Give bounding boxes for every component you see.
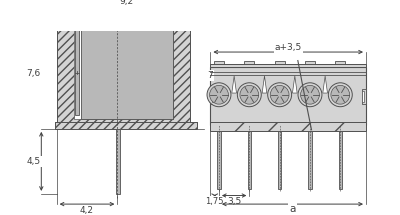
Bar (308, 132, 312, 189)
Bar (76, 30, 79, 115)
Circle shape (331, 85, 350, 104)
Bar (274, 61, 285, 68)
Text: a+3,5: a+3,5 (274, 43, 302, 52)
Bar (210, 89, 215, 104)
Circle shape (237, 83, 261, 107)
Bar (80, 26, 173, 119)
Text: 9,2: 9,2 (120, 0, 134, 6)
Circle shape (210, 85, 228, 104)
Bar (55, 122, 197, 129)
Circle shape (300, 85, 319, 104)
Text: 4,5: 4,5 (26, 157, 41, 166)
Bar (116, 129, 120, 194)
Polygon shape (292, 76, 297, 93)
Circle shape (298, 83, 322, 107)
Bar (214, 61, 224, 68)
Polygon shape (262, 76, 267, 93)
Text: 1,75: 1,75 (206, 197, 224, 206)
Circle shape (270, 85, 289, 104)
Bar (362, 91, 364, 101)
Circle shape (328, 83, 352, 107)
Bar (210, 64, 366, 68)
Bar (210, 122, 366, 132)
Text: 3,5: 3,5 (227, 197, 241, 206)
Text: 4,2: 4,2 (80, 206, 94, 215)
Bar (244, 61, 254, 68)
Polygon shape (232, 76, 236, 93)
Bar (305, 61, 315, 68)
Circle shape (268, 83, 292, 107)
Polygon shape (323, 76, 328, 93)
Text: a: a (289, 204, 296, 214)
Bar (212, 91, 215, 101)
Polygon shape (74, 26, 173, 119)
Bar (248, 132, 251, 189)
Polygon shape (55, 18, 197, 124)
Bar (335, 61, 346, 68)
Circle shape (207, 83, 231, 107)
Bar (217, 132, 221, 189)
Bar (278, 132, 281, 189)
Bar (338, 132, 342, 189)
Text: 7,6: 7,6 (26, 69, 41, 78)
Bar (210, 68, 366, 125)
Circle shape (240, 85, 259, 104)
Text: 7: 7 (208, 71, 213, 80)
Bar (362, 89, 366, 104)
